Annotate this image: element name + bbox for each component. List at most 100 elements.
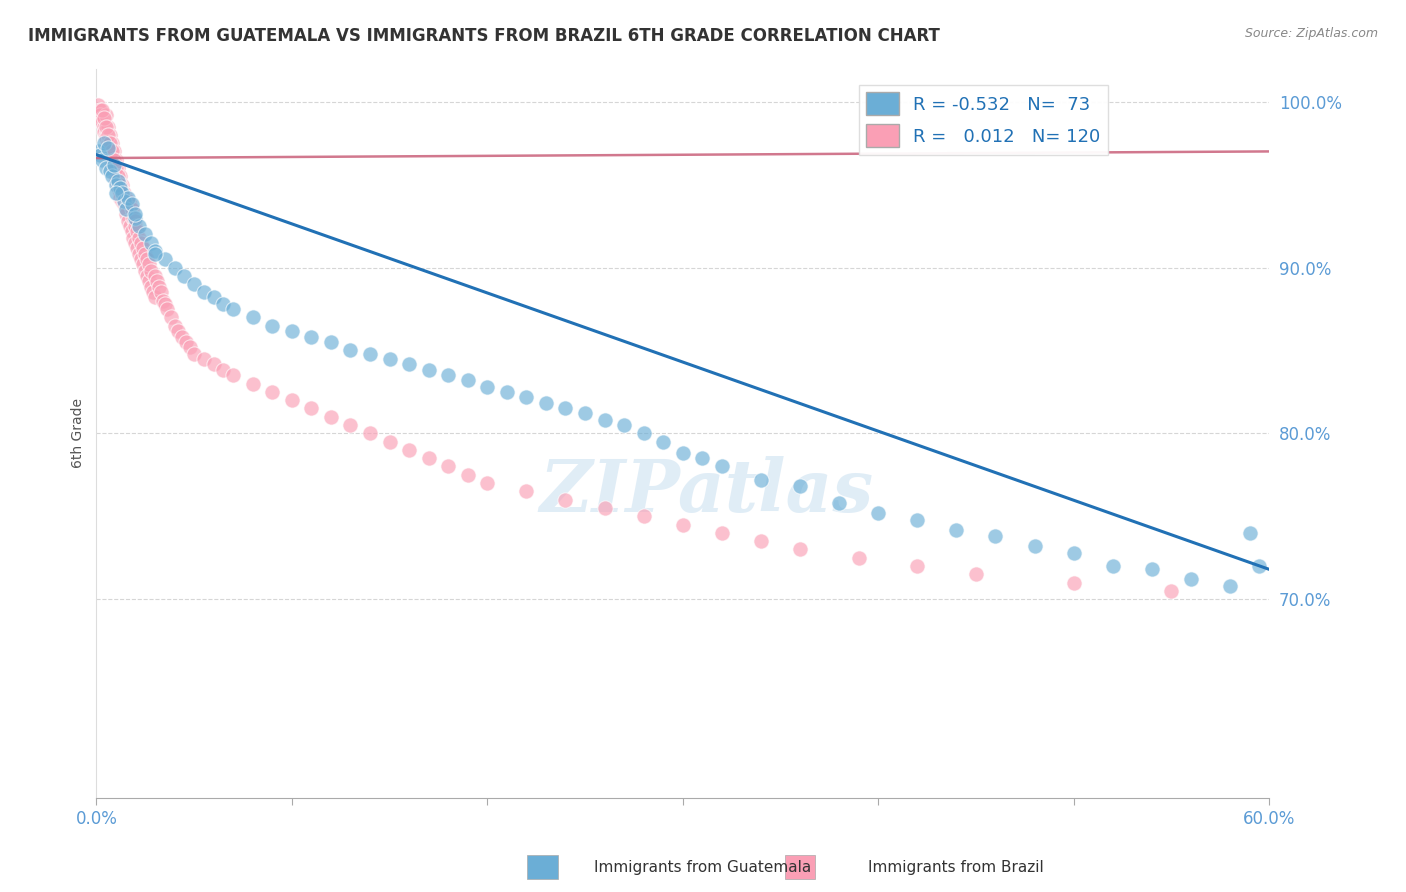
Point xyxy=(134,247,156,261)
Point xyxy=(107,161,129,175)
Point xyxy=(98,145,121,159)
Point xyxy=(149,285,172,300)
Text: Source: ZipAtlas.com: Source: ZipAtlas.com xyxy=(1244,27,1378,40)
Point xyxy=(127,241,149,255)
Point xyxy=(174,335,197,350)
Point xyxy=(91,114,114,128)
Point xyxy=(104,153,127,167)
Point xyxy=(93,124,115,138)
Point xyxy=(132,257,155,271)
Point xyxy=(710,459,733,474)
Point xyxy=(242,376,264,391)
Point xyxy=(89,108,111,122)
Point xyxy=(495,384,517,399)
Point xyxy=(457,467,479,482)
Point xyxy=(319,409,342,424)
Point xyxy=(633,509,655,524)
Point xyxy=(121,202,143,217)
Point xyxy=(91,153,114,167)
Point xyxy=(101,169,124,184)
Point xyxy=(98,147,121,161)
Point xyxy=(1063,546,1085,560)
Point xyxy=(418,363,440,377)
Text: Immigrants from Brazil: Immigrants from Brazil xyxy=(869,860,1043,874)
Point xyxy=(163,260,186,275)
Point xyxy=(710,525,733,540)
Point xyxy=(593,413,616,427)
Point xyxy=(1180,572,1202,586)
Point xyxy=(554,492,576,507)
Point xyxy=(534,396,557,410)
Point xyxy=(91,103,114,117)
Point xyxy=(299,401,322,416)
Point xyxy=(97,136,120,150)
Point xyxy=(101,136,124,150)
Point xyxy=(153,297,176,311)
Point xyxy=(212,363,235,377)
Point xyxy=(139,280,162,294)
Point xyxy=(89,103,111,117)
Point xyxy=(477,380,499,394)
Point xyxy=(905,559,928,574)
Point xyxy=(108,178,131,192)
Point xyxy=(1239,525,1261,540)
Point xyxy=(163,318,186,333)
Text: IMMIGRANTS FROM GUATEMALA VS IMMIGRANTS FROM BRAZIL 6TH GRADE CORRELATION CHART: IMMIGRANTS FROM GUATEMALA VS IMMIGRANTS … xyxy=(28,27,941,45)
Point xyxy=(172,330,194,344)
Point xyxy=(93,136,115,150)
Point xyxy=(124,207,146,221)
Point xyxy=(104,169,127,184)
Point xyxy=(690,451,713,466)
Point xyxy=(134,227,156,242)
Point xyxy=(183,347,205,361)
Point xyxy=(131,252,153,267)
Point xyxy=(101,145,124,159)
Point xyxy=(146,274,169,288)
Point xyxy=(124,219,146,233)
Point xyxy=(91,112,114,126)
Point xyxy=(1160,583,1182,598)
Point xyxy=(94,120,117,134)
Point xyxy=(945,523,967,537)
Point xyxy=(118,197,141,211)
Point xyxy=(112,197,135,211)
Point xyxy=(136,268,159,283)
Point xyxy=(167,324,190,338)
Point xyxy=(108,186,131,200)
Point xyxy=(1101,559,1123,574)
Point xyxy=(202,357,225,371)
Point xyxy=(117,214,139,228)
Point xyxy=(128,219,150,233)
Point xyxy=(93,120,115,134)
Point xyxy=(965,567,987,582)
Point xyxy=(299,330,322,344)
Point xyxy=(112,194,135,209)
Point xyxy=(193,351,215,366)
Point xyxy=(111,194,134,209)
Point xyxy=(103,161,125,175)
Point xyxy=(131,235,153,250)
Point xyxy=(339,343,361,358)
Point xyxy=(139,235,162,250)
Point xyxy=(124,235,146,250)
Point xyxy=(222,301,245,316)
Point xyxy=(202,290,225,304)
Point xyxy=(138,257,160,271)
Point xyxy=(515,484,537,499)
Point xyxy=(94,128,117,142)
Point xyxy=(101,153,124,167)
Text: Immigrants from Guatemala: Immigrants from Guatemala xyxy=(595,860,811,874)
Point xyxy=(652,434,675,449)
Point xyxy=(262,384,284,399)
Point xyxy=(87,145,110,159)
Point xyxy=(97,141,120,155)
Point xyxy=(148,280,170,294)
Point xyxy=(984,529,1007,543)
Point xyxy=(97,141,120,155)
Point xyxy=(398,442,420,457)
Point xyxy=(104,178,127,192)
Point xyxy=(103,158,125,172)
Point xyxy=(104,174,127,188)
Point xyxy=(122,211,145,225)
Point xyxy=(515,390,537,404)
